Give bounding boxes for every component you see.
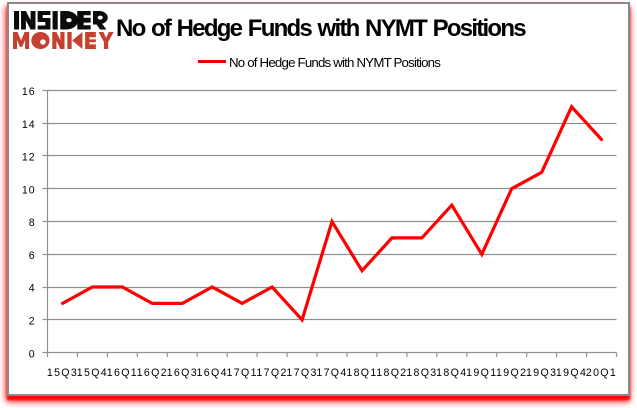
svg-text:6: 6 — [29, 250, 36, 262]
svg-text:19Q1: 19Q1 — [466, 367, 497, 379]
svg-text:2: 2 — [29, 316, 36, 328]
svg-text:10: 10 — [22, 184, 36, 196]
svg-text:19Q3: 19Q3 — [526, 367, 557, 379]
svg-text:19Q2: 19Q2 — [496, 367, 527, 379]
svg-text:16Q1: 16Q1 — [107, 367, 138, 379]
svg-text:19Q4: 19Q4 — [556, 367, 587, 379]
svg-text:4: 4 — [29, 283, 36, 295]
svg-text:17Q2: 17Q2 — [256, 367, 287, 379]
svg-text:16Q2: 16Q2 — [137, 367, 168, 379]
svg-text:0: 0 — [29, 348, 36, 360]
svg-text:18Q2: 18Q2 — [376, 367, 407, 379]
svg-text:16: 16 — [22, 86, 36, 98]
svg-text:12: 12 — [22, 152, 36, 164]
svg-text:20Q1: 20Q1 — [586, 367, 617, 379]
svg-text:14: 14 — [22, 119, 36, 131]
svg-text:17Q1: 17Q1 — [227, 367, 258, 379]
svg-text:8: 8 — [29, 217, 36, 229]
svg-text:15Q3: 15Q3 — [47, 367, 78, 379]
svg-text:15Q4: 15Q4 — [77, 367, 108, 379]
svg-text:16Q4: 16Q4 — [197, 367, 228, 379]
svg-text:17Q4: 17Q4 — [316, 367, 347, 379]
svg-text:17Q3: 17Q3 — [286, 367, 317, 379]
svg-text:18Q4: 18Q4 — [436, 367, 467, 379]
svg-text:16Q3: 16Q3 — [167, 367, 198, 379]
svg-text:18Q3: 18Q3 — [406, 367, 437, 379]
svg-text:18Q1: 18Q1 — [346, 367, 377, 379]
